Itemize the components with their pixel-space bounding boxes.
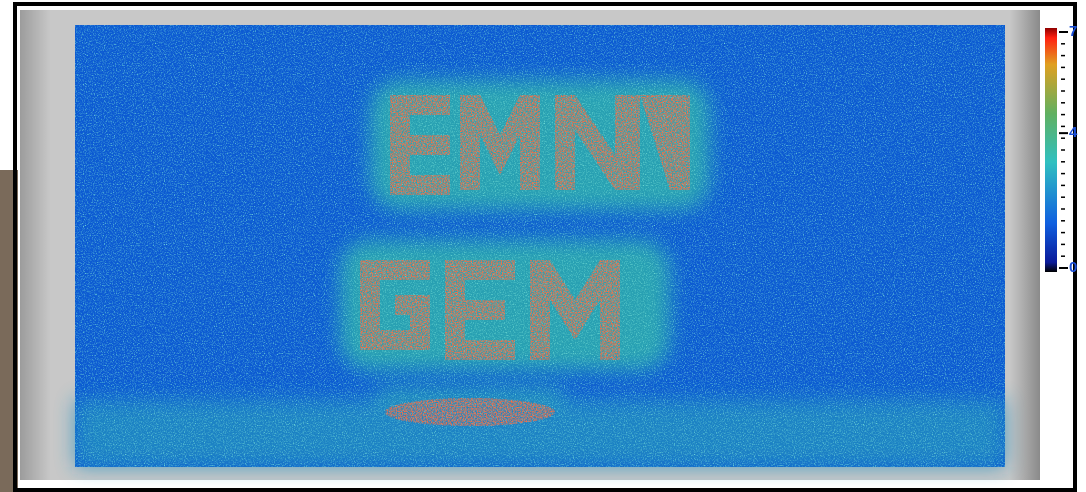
- colorbar: [1045, 28, 1057, 272]
- colorbar-tick-label: 4: [1069, 124, 1078, 141]
- frame: [13, 2, 1077, 492]
- hot-region: [360, 95, 690, 426]
- noise: [75, 25, 1005, 467]
- colorbar-tick-label: 7: [1069, 23, 1077, 40]
- heatmap-image: [75, 25, 1005, 467]
- colorbar-tick-label: 0: [1069, 259, 1077, 276]
- colorbar-minor-ticks: [1061, 31, 1065, 269]
